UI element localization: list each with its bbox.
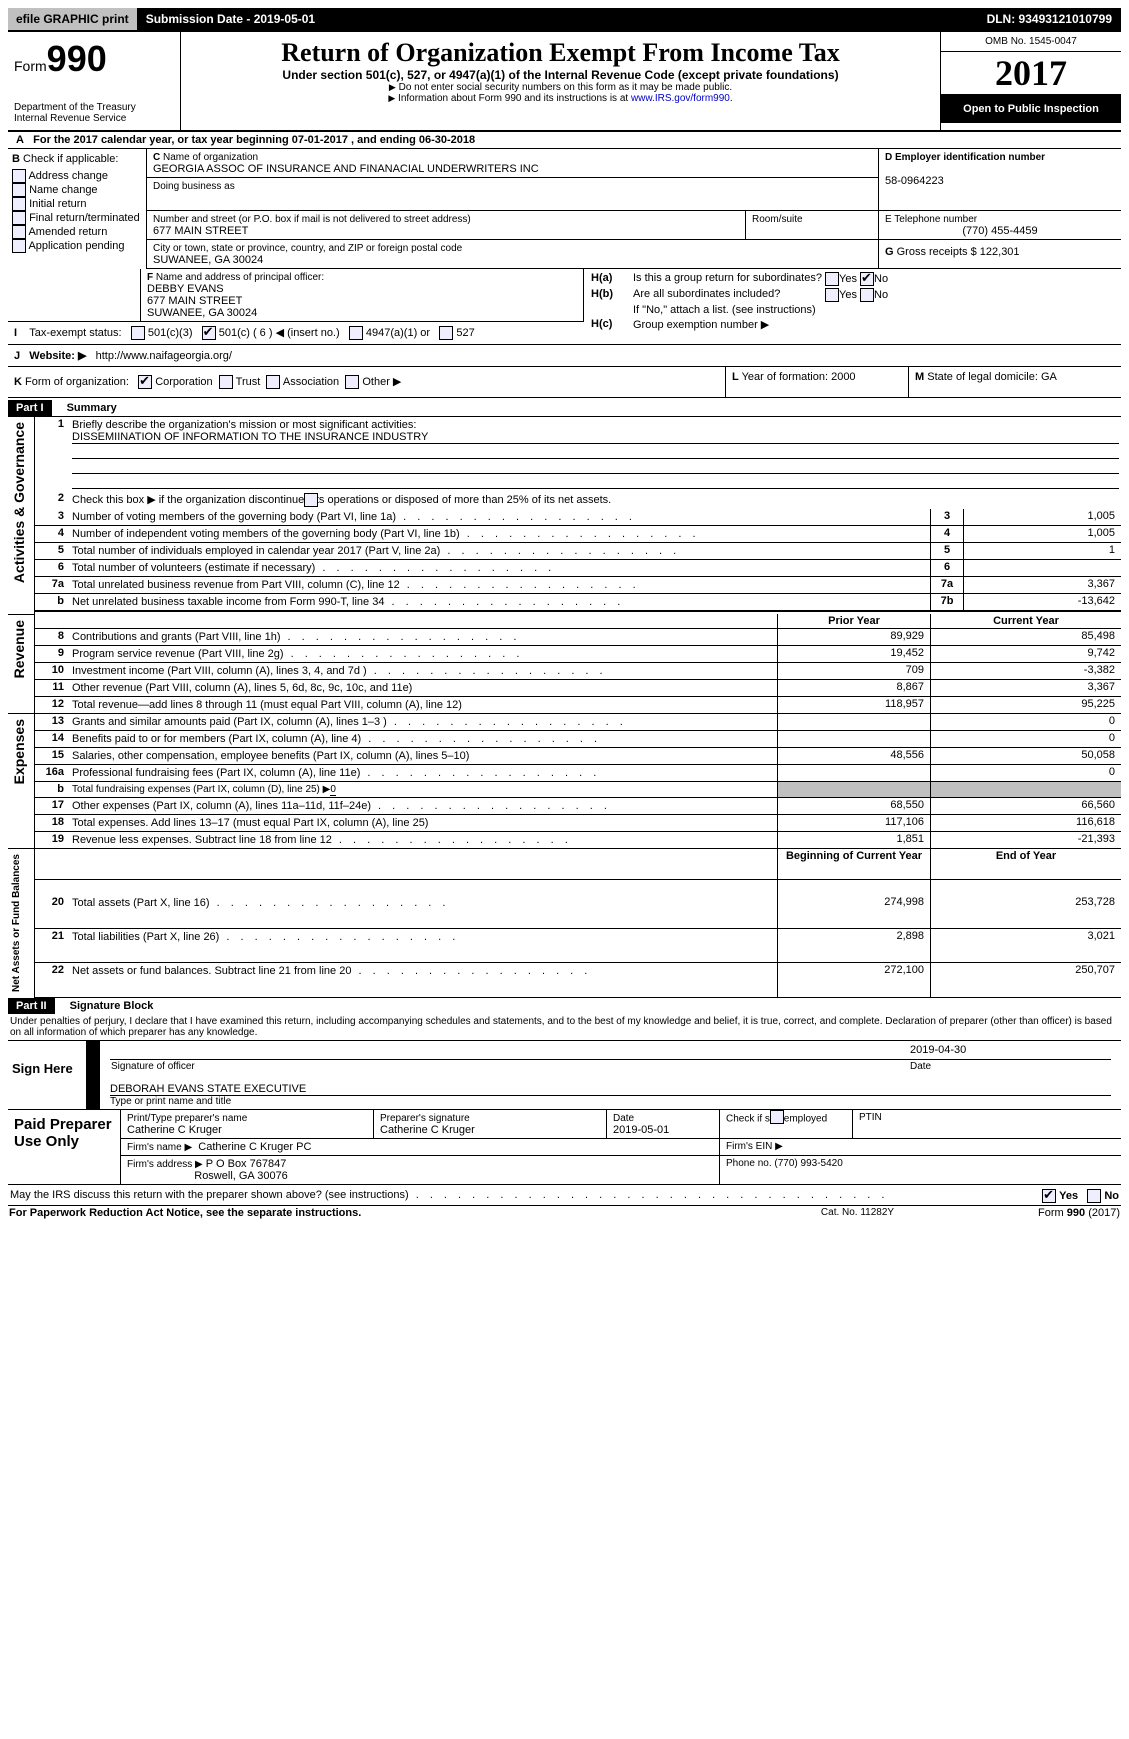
city-state-zip: SUWANEE, GA 30024 [153, 254, 263, 266]
cb-corporation[interactable] [138, 375, 152, 389]
officer-street: 677 MAIN STREET [147, 295, 242, 307]
cb-ha-no[interactable] [860, 272, 874, 286]
form-header: Form990 Department of the Treasury Inter… [8, 32, 1121, 132]
note-ssn: Do not enter social security numbers on … [399, 82, 732, 93]
ein: 58-0964223 [885, 175, 944, 187]
cb-name-change[interactable] [12, 183, 26, 197]
sig-date: 2019-04-30 [909, 1043, 1111, 1060]
officer-city: SUWANEE, GA 30024 [147, 307, 257, 319]
part2-sub: Signature Block [58, 1000, 154, 1012]
paid-preparer: Paid Preparer Use Only [8, 1110, 121, 1185]
cb-527[interactable] [439, 326, 453, 340]
b-label: Check if applicable: [23, 153, 118, 165]
cb-self-employed[interactable] [770, 1110, 784, 1124]
pra-notice: For Paperwork Reduction Act Notice, see … [9, 1207, 361, 1219]
preparer-date: 2019-05-01 [613, 1124, 669, 1136]
submission-date: Submission Date - 2019-05-01 [138, 8, 979, 30]
officer-name: DEBBY EVANS [147, 283, 224, 295]
firm-addr1: P O Box 767847 [206, 1158, 287, 1170]
part1-hdr: Part I [8, 400, 52, 416]
form-title: Return of Organization Exempt From Incom… [187, 38, 934, 68]
state-domicile: GA [1041, 371, 1057, 383]
cb-discuss-no[interactable] [1087, 1189, 1101, 1203]
street: 677 MAIN STREET [153, 225, 248, 237]
cb-discuss-yes[interactable] [1042, 1189, 1056, 1203]
irs: Internal Revenue Service [14, 113, 174, 124]
cb-initial-return[interactable] [12, 197, 26, 211]
vert-expenses: Expenses [9, 715, 29, 788]
form-number: 990 [47, 38, 107, 79]
line-a: A For the 2017 calendar year, or tax yea… [8, 132, 1121, 149]
preparer-sig: Catherine C Kruger [380, 1124, 475, 1136]
f-h-table: F Name and address of principal officer:… [8, 269, 1121, 345]
cb-final-return[interactable] [12, 211, 26, 225]
sign-here-table: Sign Here 2019-04-30 Signature of office… [8, 1041, 1121, 1110]
header-info-table: B Check if applicable: Address change Na… [8, 149, 1121, 269]
cb-hb-no[interactable] [860, 288, 874, 302]
vert-activities: Activities & Governance [9, 418, 29, 587]
open-to-public: Open to Public Inspection [941, 95, 1121, 123]
top-bar: efile GRAPHIC print Submission Date - 20… [8, 8, 1121, 32]
note-info: Information about Form 990 and its instr… [398, 93, 631, 104]
gross-receipts: 122,301 [980, 246, 1020, 258]
cb-4947[interactable] [349, 326, 363, 340]
cb-amended[interactable] [12, 225, 26, 239]
org-name: GEORGIA ASSOC OF INSURANCE AND FINANACIA… [153, 163, 539, 175]
firm-name: Catherine C Kruger PC [198, 1141, 311, 1153]
firm-phone: (770) 993-5420 [774, 1158, 842, 1169]
cat-no: Cat. No. 11282Y [776, 1206, 939, 1220]
dba-label: Doing business as [153, 181, 235, 192]
paid-preparer-table: Paid Preparer Use Only Print/Type prepar… [8, 1110, 1121, 1185]
omb-no: OMB No. 1545-0047 [941, 32, 1121, 52]
cb-association[interactable] [266, 375, 280, 389]
form-word: Form [14, 58, 47, 74]
year-formation: 2000 [831, 371, 855, 383]
cb-hb-yes[interactable] [825, 288, 839, 302]
cb-ha-yes[interactable] [825, 272, 839, 286]
cb-trust[interactable] [219, 375, 233, 389]
discuss-line: May the IRS discuss this return with the… [10, 1189, 409, 1201]
website: http://www.naifageorgia.org/ [96, 350, 232, 362]
dln: DLN: 93493121010799 [979, 8, 1121, 30]
cb-address-change[interactable] [12, 169, 26, 183]
v6 [964, 560, 1122, 577]
preparer-name: Catherine C Kruger [127, 1124, 222, 1136]
efile-print-btn[interactable]: efile GRAPHIC print [8, 8, 138, 30]
v7b: -13,642 [964, 594, 1122, 612]
cb-501c[interactable] [202, 326, 216, 340]
v4: 1,005 [964, 526, 1122, 543]
firm-addr2: Roswell, GA 30076 [194, 1170, 288, 1182]
officer-print-name: DEBORAH EVANS STATE EXECUTIVE [110, 1083, 1111, 1096]
part1-sub: Summary [55, 402, 117, 414]
part2-hdr: Part II [8, 998, 55, 1014]
dept-treasury: Department of the Treasury [14, 102, 174, 113]
irs-link[interactable]: www.IRS.gov/form990 [631, 93, 730, 104]
part1-table: Activities & Governance 1 Briefly descri… [8, 416, 1121, 998]
sign-here: Sign Here [8, 1041, 86, 1110]
v3: 1,005 [964, 509, 1122, 526]
vert-revenue: Revenue [9, 616, 29, 682]
vert-netassets: Net Assets or Fund Balances [9, 850, 24, 996]
cb-pending[interactable] [12, 239, 26, 253]
tax-year: 2017 [941, 52, 1121, 95]
perjury-declaration: Under penalties of perjury, I declare th… [8, 1014, 1121, 1041]
v5: 1 [964, 543, 1122, 560]
v7a: 3,367 [964, 577, 1122, 594]
phone: (770) 455-4459 [885, 225, 1115, 237]
cb-501c3[interactable] [131, 326, 145, 340]
form-subtitle: Under section 501(c), 527, or 4947(a)(1)… [187, 68, 934, 82]
mission: DISSEMIINATION OF INFORMATION TO THE INS… [72, 431, 1119, 444]
cb-discontinued[interactable] [304, 493, 318, 507]
form-footer: Form 990 (2017) [1038, 1207, 1120, 1219]
cb-other[interactable] [345, 375, 359, 389]
